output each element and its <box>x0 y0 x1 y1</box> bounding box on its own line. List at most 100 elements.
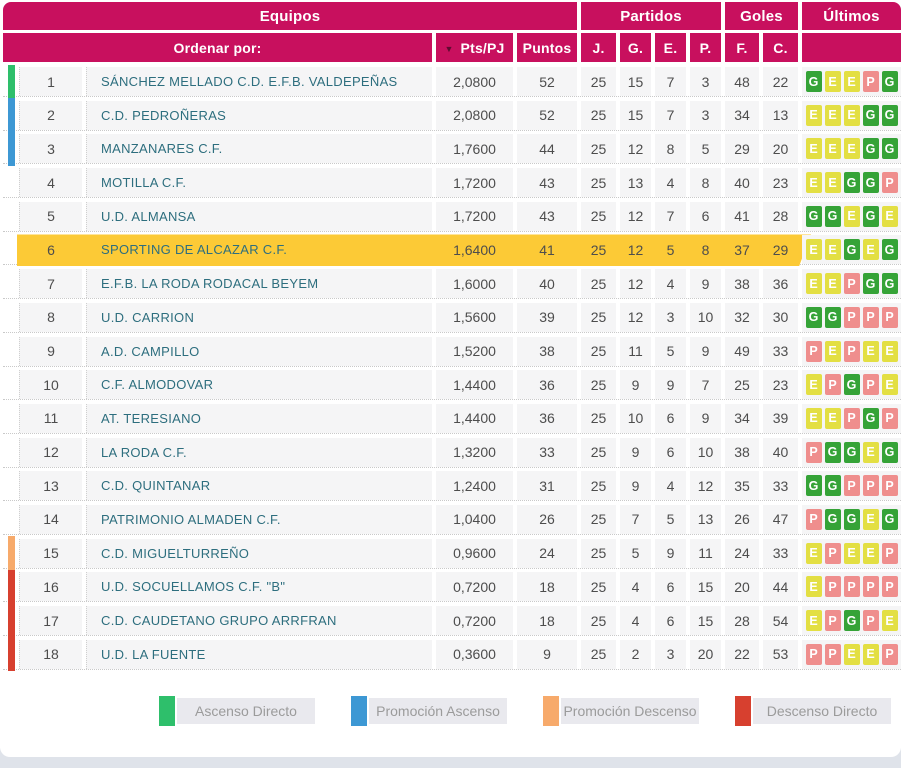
table-header-groups: Equipos Partidos Goles Últimos <box>3 2 901 30</box>
column-played[interactable]: J. <box>581 33 616 62</box>
zone-marker <box>3 337 15 366</box>
pts-pj-cell: 0,3600 <box>436 639 513 669</box>
played-cell: 25 <box>581 100 616 130</box>
result-badge-g: G <box>881 71 898 92</box>
goals-against-cell: 30 <box>763 302 798 332</box>
column-goals-for[interactable]: F. <box>725 33 759 62</box>
position-cell: 2 <box>19 100 82 130</box>
result-badge-p: P <box>843 407 860 429</box>
team-link[interactable]: U.D. SOCUELLAMOS C.F. "B" <box>86 572 432 602</box>
zone-marker <box>3 64 15 99</box>
drawn-cell: 3 <box>655 639 686 669</box>
puntos-cell: 38 <box>517 336 577 366</box>
goals-for-cell: 48 <box>725 67 759 96</box>
column-puntos[interactable]: Puntos <box>517 33 577 62</box>
header-goles-label: Goles <box>740 7 783 25</box>
team-link[interactable]: AT. TERESIANO <box>86 403 432 433</box>
result-badge-p: P <box>824 374 841 396</box>
pts-pj-cell: 1,4400 <box>436 403 513 433</box>
team-link[interactable]: SÁNCHEZ MELLADO C.D. E.F.B. VALDEPEÑAS <box>86 67 432 96</box>
lost-cell: 6 <box>690 201 721 231</box>
result-badge-g: G <box>881 273 898 295</box>
legend-item: Promoción Descenso <box>543 695 699 726</box>
zone-marker <box>3 269 15 298</box>
team-link[interactable]: A.D. CAMPILLO <box>86 336 432 366</box>
won-cell: 4 <box>620 572 651 602</box>
won-cell: 9 <box>620 471 651 501</box>
won-cell: 9 <box>620 370 651 400</box>
result-badge-e: E <box>805 374 822 396</box>
header-ultimos: Últimos <box>802 2 901 30</box>
team-link[interactable]: PATRIMONIO ALMADEN C.F. <box>86 504 432 534</box>
puntos-cell: 24 <box>517 538 577 568</box>
result-badge-p: P <box>843 340 860 362</box>
column-won[interactable]: G. <box>620 33 651 62</box>
team-link[interactable]: C.D. QUINTANAR <box>86 471 432 501</box>
team-link[interactable]: U.D. LA FUENTE <box>86 639 432 669</box>
sort-by-label-cell: Ordenar por: <box>3 33 432 62</box>
result-badge-p: P <box>824 643 841 665</box>
result-badge-p: P <box>881 407 898 429</box>
lost-cell: 7 <box>690 370 721 400</box>
table-row: 7 E.F.B. LA RODA RODACAL BEYEM 1,6000 40… <box>3 269 901 300</box>
column-lost[interactable]: P. <box>690 33 721 62</box>
puntos-cell: 33 <box>517 437 577 467</box>
won-cell: 12 <box>627 241 644 258</box>
won-cell: 12 <box>620 269 651 299</box>
result-badge-e: E <box>843 104 860 126</box>
played-cell: 25 <box>581 134 616 164</box>
result-badge-g: G <box>824 205 841 227</box>
header-equipos-label: Equipos <box>259 7 321 25</box>
zone-marker-bar <box>8 98 15 133</box>
team-link[interactable]: C.D. MIGUELTURREÑO <box>86 538 432 568</box>
legend-swatch <box>351 695 367 726</box>
column-goals-against[interactable]: C. <box>763 33 798 62</box>
team-link[interactable]: MOTILLA C.F. <box>86 168 432 198</box>
puntos-cell: 31 <box>517 471 577 501</box>
team-link[interactable]: C.D. CAUDETANO GRUPO ARRFRAN <box>86 606 432 635</box>
goals-for-cell: 41 <box>725 201 759 231</box>
table-row: 13 C.D. QUINTANAR 1,2400 31 25 9 4 12 35… <box>3 471 901 502</box>
table-row: 2 C.D. PEDROÑERAS 2,0800 52 25 15 7 3 34… <box>3 98 901 133</box>
pts-pj-cell: 1,7600 <box>436 134 513 164</box>
team-link[interactable]: U.D. CARRION <box>86 302 432 332</box>
column-pts-pj[interactable]: ▼ Pts/PJ <box>436 33 513 62</box>
result-badge-e: E <box>862 643 879 665</box>
team-link[interactable]: U.D. ALMANSA <box>86 201 432 231</box>
result-badge-e: E <box>805 407 822 429</box>
team-link[interactable]: MANZANARES C.F. <box>86 134 432 164</box>
drawn-cell: 5 <box>666 241 675 258</box>
result-badge-g: G <box>805 205 822 227</box>
result-badge-e: E <box>843 205 860 227</box>
goals-for-cell: 35 <box>725 471 759 501</box>
result-badge-p: P <box>881 542 898 564</box>
team-link[interactable]: E.F.B. LA RODA RODACAL BEYEM <box>86 269 432 299</box>
goals-against-cell: 53 <box>763 639 798 669</box>
result-badge-e: E <box>824 172 841 194</box>
result-badge-e: E <box>805 239 822 261</box>
puntos-cell: 26 <box>517 504 577 534</box>
table-row: 12 LA RODA C.F. 1,3200 33 25 9 6 10 38 4… <box>3 437 901 468</box>
played-cell: 25 <box>581 437 616 467</box>
team-link[interactable]: LA RODA C.F. <box>86 437 432 467</box>
result-badge-p: P <box>862 576 879 598</box>
pts-pj-cell: 1,7200 <box>436 201 513 231</box>
pts-pj-cell: 0,7200 <box>436 572 513 602</box>
team-link[interactable]: C.F. ALMODOVAR <box>86 370 432 400</box>
position-cell: 1 <box>19 67 82 96</box>
result-badge-e: E <box>805 610 822 631</box>
won-cell: 4 <box>620 606 651 635</box>
zone-marker <box>3 235 15 264</box>
puntos-cell: 44 <box>517 134 577 164</box>
team-link[interactable]: SPORTING DE ALCAZAR C.F. <box>101 242 288 258</box>
puntos-cell: 36 <box>517 370 577 400</box>
position-cell: 3 <box>19 134 82 164</box>
result-badge-g: G <box>805 475 822 497</box>
result-badge-g: G <box>843 508 860 530</box>
team-link[interactable]: C.D. PEDROÑERAS <box>86 100 432 130</box>
column-drawn[interactable]: E. <box>655 33 686 62</box>
position-cell: 15 <box>19 538 82 568</box>
